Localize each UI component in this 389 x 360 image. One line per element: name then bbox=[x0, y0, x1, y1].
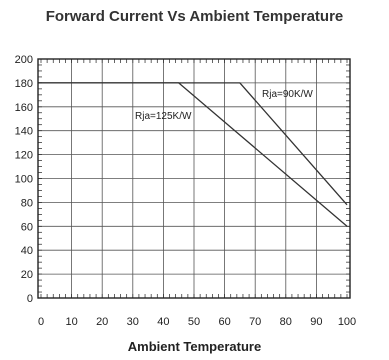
y-tick-label: 60 bbox=[21, 221, 33, 233]
y-tick-label: 20 bbox=[21, 269, 33, 281]
chart-title: Forward Current Vs Ambient Temperature bbox=[45, 8, 344, 25]
plot-frame bbox=[37, 58, 351, 299]
x-axis-label: Ambient Temperature bbox=[127, 339, 262, 354]
series-annotations: Rja=90K/W Rja=125K/W bbox=[135, 89, 313, 122]
x-tick-label: 90 bbox=[310, 316, 322, 328]
series-line-1 bbox=[38, 82, 348, 206]
x-tick-labels: 0 10 20 30 40 50 60 70 80 90 100 bbox=[38, 316, 356, 328]
y-tick-label: 0 bbox=[27, 293, 33, 305]
y-tick-label: 40 bbox=[21, 245, 33, 257]
x-tick-label: 80 bbox=[280, 316, 292, 328]
chart-plot: 0 20 40 60 80 100 120 140 160 180 200 0 10 20 30 40 50 6… bbox=[15, 54, 357, 328]
y-tick-label: 80 bbox=[21, 197, 33, 209]
grid-lines bbox=[38, 59, 350, 298]
series-lines bbox=[38, 82, 348, 227]
y-tick-label: 200 bbox=[15, 54, 33, 66]
x-tick-label: 40 bbox=[157, 316, 169, 328]
y-tick-label: 120 bbox=[15, 150, 33, 162]
x-tick-label: 60 bbox=[218, 316, 230, 328]
y-tick-label: 140 bbox=[15, 126, 33, 138]
x-tick-label: 70 bbox=[249, 316, 261, 328]
x-tick-label: 50 bbox=[188, 316, 200, 328]
y-tick-label: 160 bbox=[15, 102, 33, 114]
x-tick-label: 0 bbox=[38, 316, 44, 328]
annotation-rja-90: Rja=90K/W bbox=[262, 89, 313, 100]
x-tick-label: 20 bbox=[96, 316, 108, 328]
y-tick-label: 100 bbox=[15, 174, 33, 186]
y-tick-labels: 0 20 40 60 80 100 120 140 160 180 200 bbox=[15, 54, 33, 305]
x-tick-label: 10 bbox=[65, 316, 77, 328]
x-tick-label: 100 bbox=[338, 316, 356, 328]
y-tick-label: 180 bbox=[15, 78, 33, 90]
annotation-rja-125: Rja=125K/W bbox=[135, 111, 192, 122]
x-tick-label: 30 bbox=[127, 316, 139, 328]
